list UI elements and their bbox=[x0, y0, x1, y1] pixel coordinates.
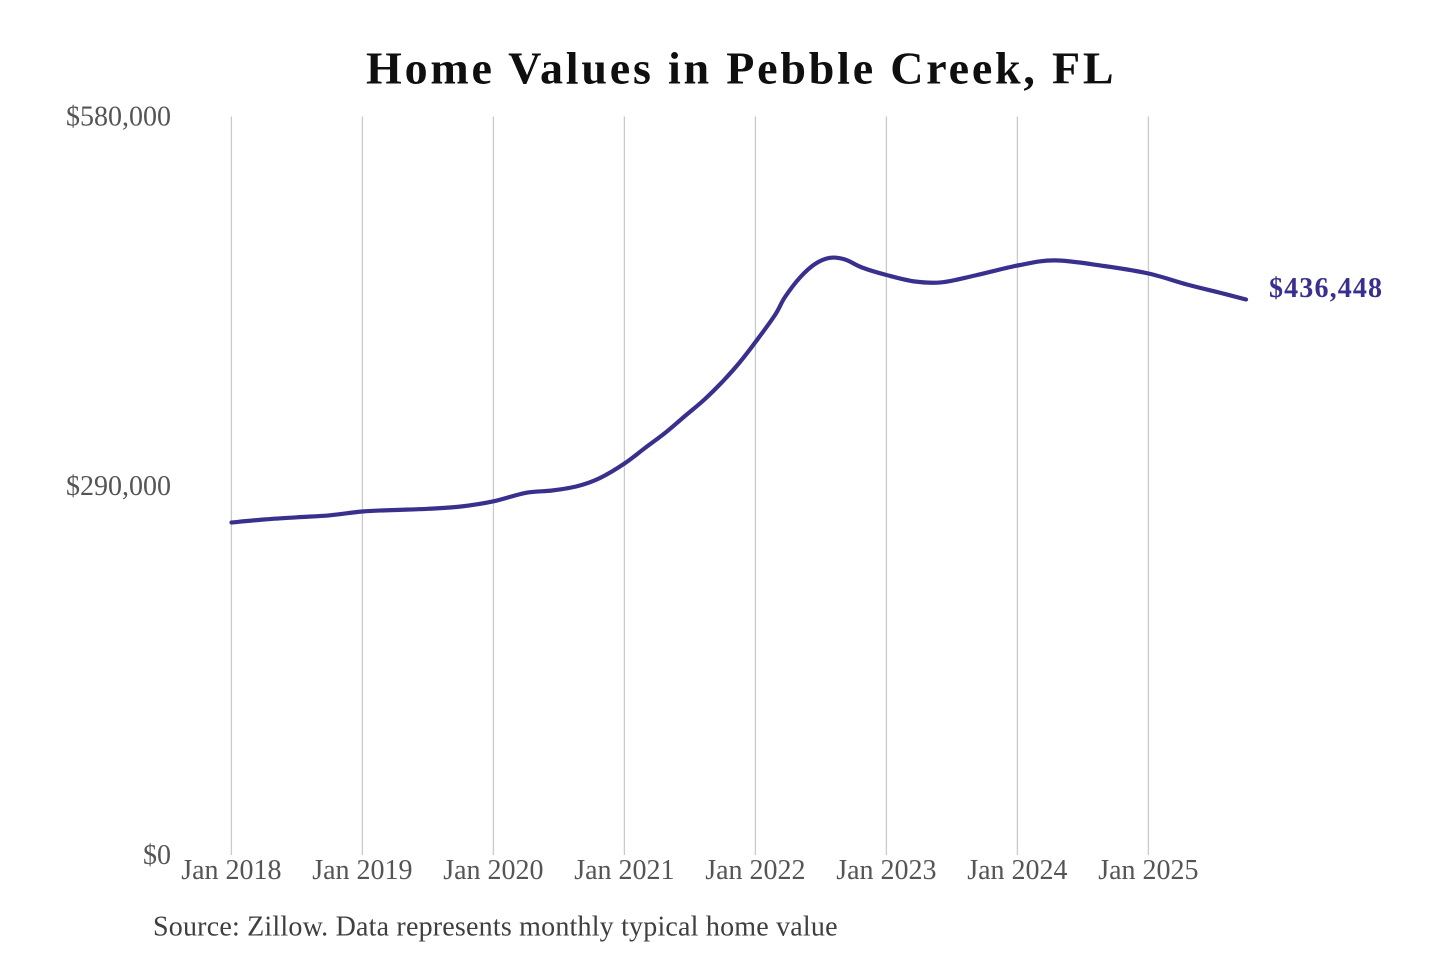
svg-text:Jan 2022: Jan 2022 bbox=[705, 855, 805, 886]
svg-text:Jan 2020: Jan 2020 bbox=[443, 855, 543, 886]
svg-text:Jan 2021: Jan 2021 bbox=[574, 855, 674, 886]
svg-text:Jan 2019: Jan 2019 bbox=[312, 855, 412, 886]
svg-text:Source: Zillow. Data represent: Source: Zillow. Data represents monthly … bbox=[153, 912, 838, 943]
svg-text:$290,000: $290,000 bbox=[66, 471, 171, 502]
svg-text:$436,448: $436,448 bbox=[1269, 273, 1383, 304]
svg-text:$0: $0 bbox=[143, 840, 171, 871]
svg-text:Jan 2025: Jan 2025 bbox=[1098, 855, 1198, 886]
svg-text:Home Values in Pebble Creek, F: Home Values in Pebble Creek, FL bbox=[366, 43, 1116, 94]
svg-text:Jan 2023: Jan 2023 bbox=[836, 855, 936, 886]
svg-text:Jan 2024: Jan 2024 bbox=[967, 855, 1067, 886]
svg-text:Jan 2018: Jan 2018 bbox=[181, 855, 281, 886]
svg-text:$580,000: $580,000 bbox=[66, 102, 171, 133]
